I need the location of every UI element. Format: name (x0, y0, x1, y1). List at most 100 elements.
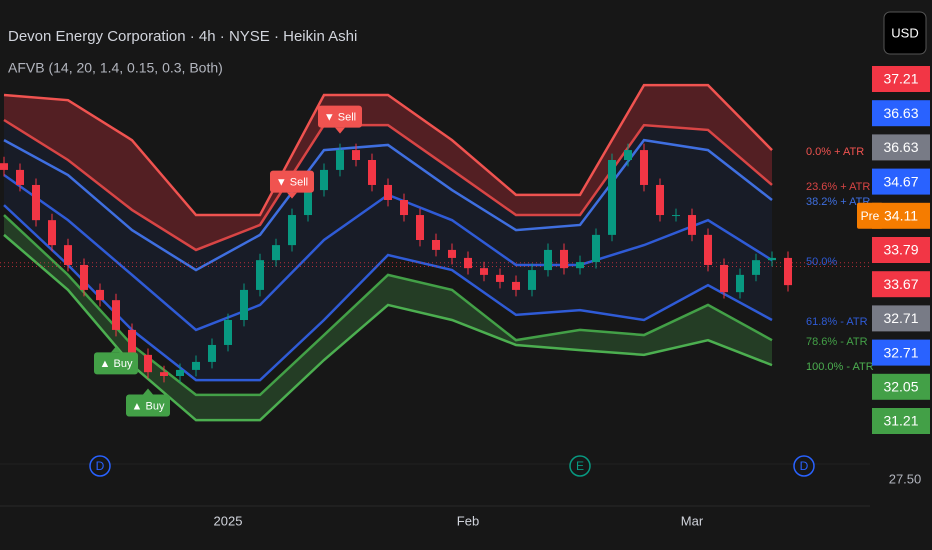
candle-body (576, 262, 584, 269)
signal-badge (270, 170, 314, 193)
candle-body (128, 329, 136, 355)
candle-body (768, 257, 776, 261)
candle-body (464, 257, 472, 269)
y-tick-label: 27.50 (889, 471, 922, 486)
candle-body (560, 249, 568, 269)
candle-body (704, 234, 712, 265)
price-label: 32.71 (883, 344, 918, 360)
candle-body (720, 264, 728, 293)
band-label: 61.8% - ATR (806, 316, 868, 328)
candle-body (176, 369, 184, 376)
signal-label: ▲ Buy (132, 400, 165, 412)
candle-body (640, 150, 648, 185)
price-label: 33.67 (883, 276, 918, 292)
candle-body (48, 220, 56, 246)
event-label: E (576, 459, 584, 473)
candle-body (320, 169, 328, 191)
candle-body (64, 245, 72, 265)
middle-zone (4, 120, 772, 381)
signal-badge (318, 105, 362, 128)
band-line (3, 83, 773, 217)
candle-body (624, 150, 632, 160)
candle-body (144, 354, 152, 373)
price-badge (872, 134, 930, 161)
candle-body (480, 268, 488, 275)
band-label: 23.6% + ATR (806, 181, 870, 193)
price-badge (872, 305, 930, 332)
price-label: 36.63 (883, 105, 918, 121)
candle-body (784, 257, 792, 286)
signal-pointer (335, 127, 345, 134)
price-label: 31.21 (883, 413, 918, 429)
price-label: 34.11 (884, 208, 918, 224)
currency-button[interactable] (883, 11, 927, 55)
title: Devon Energy Corporation · 4h · NYSE · H… (8, 28, 357, 45)
candle-body (96, 289, 104, 301)
x-tick-label: Mar (681, 513, 704, 528)
price-label: 37.21 (883, 71, 918, 87)
candle-body (16, 169, 24, 185)
candle-body (608, 160, 616, 235)
candle-body (448, 249, 456, 258)
band-line (3, 138, 773, 272)
price-badge (872, 100, 930, 127)
candle-body (592, 234, 600, 263)
candle-body (288, 215, 296, 246)
band-label: 78.6% - ATR (806, 336, 868, 348)
indicator-label: AFVB (14, 20, 1.4, 0.15, 0.3, Both) (8, 60, 223, 76)
candle-body (208, 344, 216, 362)
candle-body (224, 320, 232, 345)
candle-body (528, 270, 536, 290)
band-label: 0.0% + ATR (806, 146, 864, 158)
currency[interactable]: USD (891, 25, 918, 40)
event-marker (569, 455, 591, 477)
candle-body (752, 260, 760, 275)
candle-body (0, 163, 8, 170)
price-badge (872, 66, 930, 92)
signal-badge (126, 394, 170, 417)
band-line (3, 118, 773, 252)
band-label: 38.2% + ATR (806, 196, 870, 208)
candle-body (544, 249, 552, 271)
price-badge (872, 237, 930, 263)
candle-body (240, 289, 248, 320)
price-badge (872, 168, 930, 195)
x-tick-label: 2025 (214, 513, 243, 528)
candle-body (416, 215, 424, 240)
candle-body (496, 274, 504, 282)
event-label: D (800, 459, 809, 473)
candle-body (512, 281, 520, 290)
price-label: 32.05 (883, 379, 918, 395)
candle-body (736, 274, 744, 293)
signal-badge (94, 352, 138, 375)
candle-body (336, 150, 344, 170)
signal-pointer (143, 388, 153, 395)
candle-body (688, 215, 696, 235)
candle-body (352, 150, 360, 160)
band-label: 100.0% - ATR (806, 361, 874, 373)
x-tick-label: Feb (457, 513, 479, 528)
pre-tag (857, 202, 883, 229)
candle-body (32, 184, 40, 221)
candle-body (400, 200, 408, 216)
price-label: 36.63 (883, 139, 918, 155)
candle-body (112, 300, 120, 330)
band-label: 50.0% (806, 256, 837, 268)
candle-body (432, 240, 440, 250)
event-marker (89, 455, 111, 477)
price-badge (872, 408, 930, 434)
price-label: 33.79 (883, 242, 918, 258)
candle-body (656, 184, 664, 216)
event-marker (793, 455, 815, 477)
candle-body (160, 372, 168, 376)
candle-body (256, 260, 264, 290)
candle-body (384, 184, 392, 200)
candle-body (304, 190, 312, 216)
price-badge (872, 271, 930, 298)
price-badge (872, 339, 930, 366)
signal-pointer (111, 346, 121, 353)
plot: 0.0% + ATR 23.6% + ATR 38.2% + ATR 50.0% 61.… (0, 83, 874, 528)
signal-label: ▼ Sell (324, 112, 356, 124)
price-label: 34.67 (883, 173, 918, 189)
